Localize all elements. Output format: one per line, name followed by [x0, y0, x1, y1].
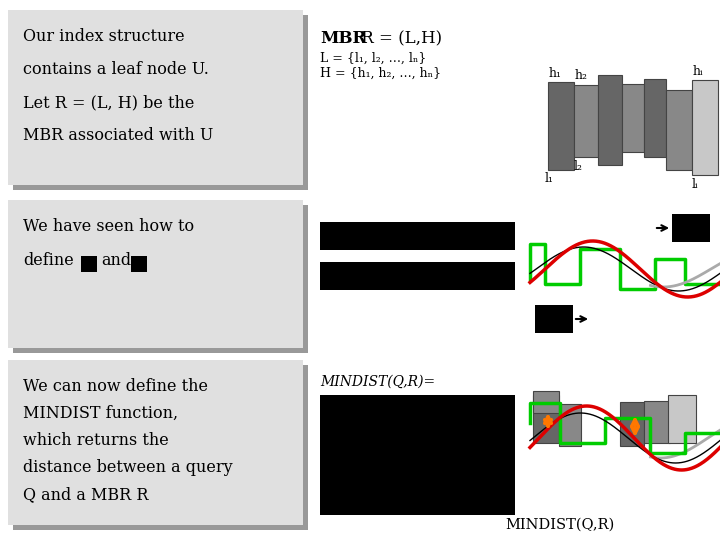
Bar [8, 360, 303, 525]
Text: h₂: h₂ [575, 69, 588, 82]
Bar [8, 10, 303, 185]
Bar [13, 205, 308, 353]
Bar [666, 90, 692, 170]
Text: l₂: l₂ [574, 160, 583, 173]
Bar [81, 256, 97, 272]
Bar [533, 391, 559, 413]
Bar [622, 84, 644, 152]
Bar [320, 222, 515, 250]
Bar [559, 404, 581, 446]
Bar [131, 256, 147, 272]
Text: distance between a query: distance between a query [23, 459, 233, 476]
Text: Our index structure: Our index structure [23, 28, 184, 45]
Bar [672, 214, 710, 242]
Bar [13, 365, 308, 530]
Bar [535, 305, 573, 333]
Bar [8, 200, 303, 348]
Text: MINDIST function,: MINDIST function, [23, 405, 178, 422]
Text: R = (L,H): R = (L,H) [356, 30, 442, 47]
Bar [644, 401, 670, 443]
Bar [533, 395, 559, 443]
Bar [13, 15, 308, 190]
Text: MINDIST(Q,R): MINDIST(Q,R) [505, 518, 615, 532]
Text: Let R = (L, H) be the: Let R = (L, H) be the [23, 94, 194, 111]
Bar [598, 75, 622, 165]
Text: H = {h₁, h₂, …, hₙ}: H = {h₁, h₂, …, hₙ} [320, 67, 441, 80]
Bar [668, 395, 696, 443]
Text: h₁: h₁ [549, 67, 562, 80]
Text: hᵢ: hᵢ [693, 65, 703, 78]
Text: which returns the: which returns the [23, 432, 168, 449]
Text: MBR: MBR [320, 30, 366, 47]
Bar [548, 82, 574, 170]
Text: l₁: l₁ [545, 172, 554, 185]
Bar [320, 262, 515, 290]
Text: L = {l₁, l₂, …, lₙ}: L = {l₁, l₂, …, lₙ} [320, 52, 426, 65]
Bar [620, 402, 644, 446]
Bar [644, 79, 666, 157]
Bar [692, 80, 718, 175]
Text: We have seen how to: We have seen how to [23, 218, 194, 235]
Text: define: define [23, 252, 73, 269]
Bar [574, 85, 598, 157]
Text: Q and a MBR R: Q and a MBR R [23, 486, 148, 503]
Text: and: and [101, 252, 131, 269]
Text: MBR associated with U: MBR associated with U [23, 127, 213, 144]
Text: contains a leaf node U.: contains a leaf node U. [23, 61, 209, 78]
Text: lᵢ: lᵢ [692, 178, 698, 191]
Text: MINDIST(Q,R)=: MINDIST(Q,R)= [320, 375, 435, 389]
Bar [320, 395, 515, 515]
Text: We can now define the: We can now define the [23, 378, 208, 395]
